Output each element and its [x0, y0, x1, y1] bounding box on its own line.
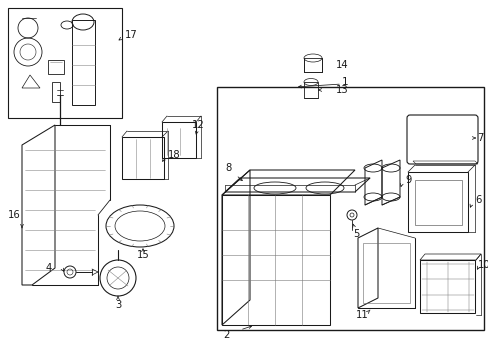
- Text: 18: 18: [168, 150, 180, 160]
- Text: 3: 3: [115, 300, 121, 310]
- Bar: [362, 243, 409, 303]
- Text: 10: 10: [477, 260, 488, 270]
- Bar: [304, 58, 321, 72]
- Bar: [304, 82, 317, 98]
- Bar: [217, 87, 483, 330]
- Text: 15: 15: [136, 250, 149, 260]
- Bar: [48, 60, 64, 74]
- Bar: [419, 260, 474, 313]
- Text: 11: 11: [355, 310, 367, 320]
- Text: 4: 4: [46, 263, 52, 273]
- Text: 9: 9: [404, 175, 410, 185]
- Text: 6: 6: [474, 195, 480, 205]
- Text: 8: 8: [224, 163, 231, 173]
- Bar: [122, 137, 163, 179]
- Bar: [222, 195, 329, 325]
- Text: 16: 16: [8, 210, 20, 220]
- Text: 13: 13: [335, 85, 348, 95]
- Text: 17: 17: [125, 30, 138, 40]
- Text: 2: 2: [223, 330, 229, 340]
- Bar: [162, 122, 196, 158]
- Text: 5: 5: [352, 229, 359, 239]
- Text: 12: 12: [191, 120, 204, 130]
- Text: 7: 7: [476, 133, 482, 143]
- Text: 1: 1: [341, 77, 348, 87]
- Bar: [52, 82, 60, 102]
- Bar: [8, 8, 122, 118]
- Text: 14: 14: [335, 60, 348, 70]
